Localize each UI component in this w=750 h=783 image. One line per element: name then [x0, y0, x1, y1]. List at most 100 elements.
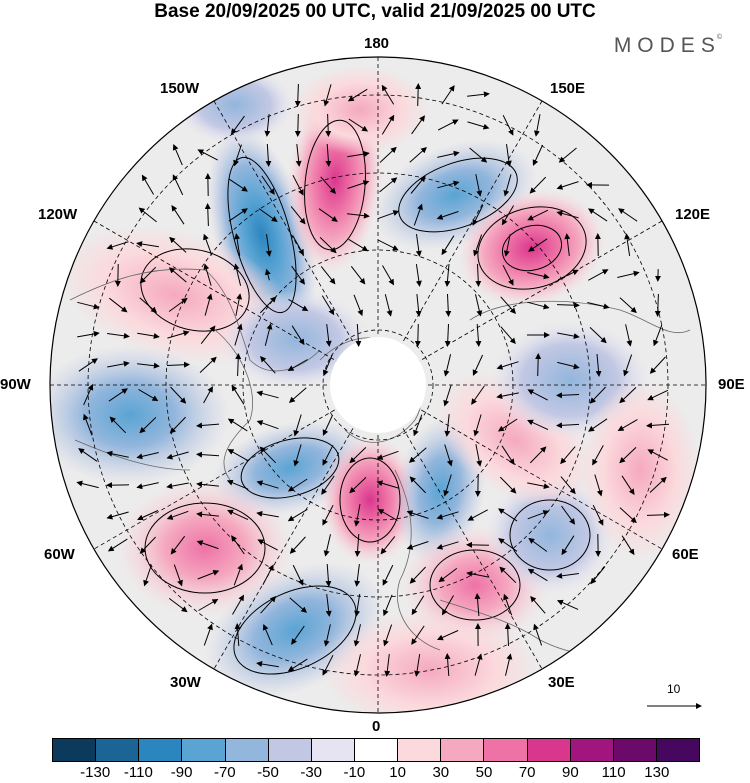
lon-label-150w: 150W [160, 80, 200, 97]
wind-vector [533, 623, 543, 646]
wind-vector [436, 630, 459, 641]
wind-vector [472, 204, 484, 226]
wind-vector [106, 241, 129, 250]
colorbar-tick-label: 10 [389, 764, 406, 781]
wind-vector [437, 180, 460, 189]
wind-vector [321, 475, 335, 495]
wind-vector [647, 389, 669, 401]
polar-map [49, 56, 707, 714]
wind-vector [320, 266, 336, 285]
contour-line [477, 206, 587, 290]
wind-vector [325, 594, 332, 617]
wind-vector [619, 507, 637, 524]
wind-vector [348, 238, 369, 252]
wind-vector [106, 450, 129, 458]
wind-vector [172, 174, 184, 196]
wind-vector [227, 509, 249, 521]
colorbar-segment [398, 739, 442, 761]
wind-vector [588, 269, 609, 281]
wind-vector [474, 593, 481, 617]
wind-vector [409, 566, 426, 584]
wind-vector [380, 536, 396, 555]
wind-vector [291, 625, 305, 645]
wind-vector [497, 418, 518, 432]
wind-vector [322, 444, 334, 466]
wind-vector [617, 270, 640, 278]
wind-vector [505, 144, 512, 167]
wind-vector [259, 296, 277, 314]
lon-label-30e: 30E [548, 674, 575, 691]
wind-vector [198, 598, 219, 611]
wind-vector [166, 451, 189, 460]
wind-vector [415, 83, 422, 107]
wind-vector [196, 451, 220, 458]
wind-vector [322, 504, 334, 526]
wind-vector [556, 572, 579, 579]
wind-vector [527, 301, 550, 310]
wind-vector [203, 623, 213, 646]
wind-vector [475, 263, 482, 287]
wind-vector [166, 482, 189, 490]
wind-vector [166, 510, 189, 520]
anomaly-center [175, 65, 295, 145]
wind-vector [265, 143, 272, 167]
wind-vector [504, 623, 511, 647]
wind-vector [498, 538, 518, 552]
contour-line [304, 119, 366, 251]
wind-vector [556, 599, 579, 610]
wind-vector [108, 297, 128, 313]
colorbar-tick-label: -50 [257, 764, 279, 781]
anomaly-center [485, 475, 615, 595]
wind-vector [320, 176, 336, 194]
brand-text: MODES [613, 34, 721, 57]
wind-vector [321, 295, 335, 316]
colorbar-tick-label: 70 [518, 764, 536, 781]
wind-vector [235, 293, 243, 316]
lon-label-30w: 30W [170, 674, 201, 691]
wind-vector [262, 564, 274, 586]
wind-vector [139, 297, 158, 313]
wind-vector [235, 353, 242, 377]
wind-vector [323, 534, 331, 557]
wind-vector [527, 419, 549, 431]
colorbar-segment [613, 739, 657, 761]
wind-vector [233, 144, 242, 167]
reference-vector-label: 10 [667, 682, 681, 696]
wind-vector [347, 151, 370, 158]
wind-vector [295, 144, 302, 167]
colorbar-segment [268, 739, 312, 761]
wind-vector [556, 392, 580, 399]
wind-vector [109, 416, 127, 434]
wind-vector [325, 563, 332, 587]
wind-vector [649, 476, 667, 493]
anomaly-center [320, 435, 420, 565]
wind-vector [379, 146, 397, 163]
wind-vector [556, 181, 579, 190]
wind-vector [322, 414, 334, 436]
wind-vector [353, 624, 361, 647]
wind-vector [348, 118, 369, 132]
lon-label-120w: 120W [38, 206, 78, 223]
wind-vector [557, 269, 579, 281]
wind-vector [138, 388, 159, 402]
wind-vector [139, 417, 157, 434]
wind-vector [203, 233, 213, 256]
lon-label-120e: 120E [675, 206, 711, 223]
wind-vector [108, 388, 128, 402]
colorbar-segment [441, 739, 485, 761]
wind-vector [83, 383, 94, 406]
colorbar-tick-label: 130 [644, 764, 670, 781]
wind-vector [528, 537, 548, 552]
contour-line [233, 585, 357, 675]
wind-vector [560, 476, 576, 495]
wind-vector [107, 538, 128, 552]
wind-vector [265, 234, 272, 257]
colorbar-tick-label: -10 [343, 764, 366, 781]
wind-vector [530, 595, 546, 614]
colorbar-tick-label: 110 [601, 764, 626, 781]
wind-vector [473, 234, 483, 257]
wind-vector [168, 598, 188, 613]
wind-vector [624, 233, 631, 256]
wind-vector [137, 362, 160, 369]
wind-vector [647, 449, 668, 461]
